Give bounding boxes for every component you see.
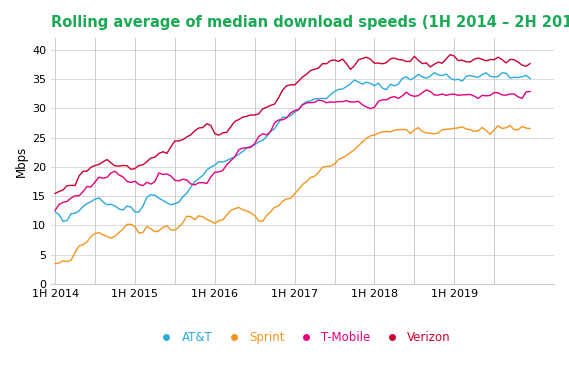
Legend: AT&T, Sprint, T-Mobile, Verizon: AT&T, Sprint, T-Mobile, Verizon	[150, 327, 455, 349]
T-Mobile	[515, 94, 522, 99]
Line: AT&T: AT&T	[55, 73, 530, 221]
T-Mobile	[379, 98, 386, 102]
Line: T-Mobile: T-Mobile	[55, 90, 530, 210]
Sprint	[52, 261, 59, 266]
Verizon	[179, 137, 186, 142]
T-Mobile	[431, 93, 438, 97]
Sprint	[515, 127, 522, 132]
AT&T	[319, 96, 326, 101]
AT&T	[383, 87, 390, 92]
AT&T	[52, 209, 59, 214]
Sprint	[379, 129, 386, 134]
Line: Verizon: Verizon	[55, 54, 530, 194]
Y-axis label: Mbps: Mbps	[15, 145, 28, 176]
T-Mobile	[52, 208, 59, 212]
T-Mobile	[151, 179, 158, 184]
Line: Sprint: Sprint	[55, 125, 530, 264]
Verizon	[52, 191, 59, 196]
Verizon	[151, 155, 158, 160]
T-Mobile	[423, 87, 430, 92]
Verizon	[447, 52, 453, 57]
AT&T	[155, 196, 162, 201]
Sprint	[506, 123, 513, 128]
Verizon	[427, 65, 434, 69]
Verizon	[315, 66, 322, 71]
T-Mobile	[315, 98, 322, 102]
AT&T	[60, 219, 67, 224]
AT&T	[527, 76, 534, 81]
Sprint	[527, 126, 534, 131]
AT&T	[519, 74, 526, 79]
AT&T	[183, 191, 190, 196]
Sprint	[427, 131, 434, 136]
Verizon	[515, 60, 522, 64]
T-Mobile	[179, 177, 186, 181]
Verizon	[379, 62, 386, 66]
T-Mobile	[527, 89, 534, 94]
Sprint	[179, 220, 186, 225]
AT&T	[431, 70, 438, 75]
Sprint	[315, 170, 322, 174]
Sprint	[151, 229, 158, 234]
Text: Rolling average of median download speeds (1H 2014 – 2H 2019): Rolling average of median download speed…	[51, 15, 569, 30]
AT&T	[435, 73, 442, 77]
Verizon	[527, 61, 534, 66]
